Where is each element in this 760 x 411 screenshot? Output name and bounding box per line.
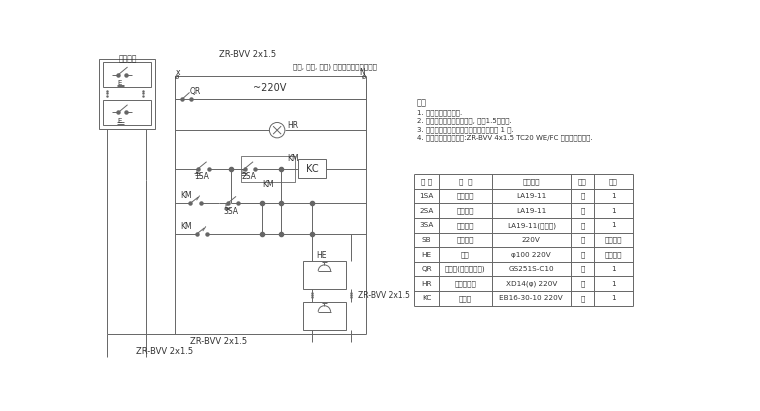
Text: 启动按钮: 启动按钮	[457, 207, 474, 214]
Text: LA19-11: LA19-11	[516, 208, 546, 214]
Text: 2. 控制箱要在水泵控制箱旁, 距离1.5米判距.: 2. 控制箱要在水泵控制箱旁, 距离1.5米判距.	[416, 118, 511, 124]
Text: E: E	[118, 118, 122, 124]
Text: 说明: 说明	[416, 99, 426, 108]
Text: GS251S-C10: GS251S-C10	[508, 266, 554, 272]
Bar	[103, 62, 150, 87]
Text: 接触器: 接触器	[459, 295, 472, 302]
Text: 同消火栓: 同消火栓	[605, 251, 622, 258]
Text: KM: KM	[181, 191, 192, 200]
Text: QR: QR	[189, 87, 201, 96]
Text: 个: 个	[581, 222, 584, 229]
Text: 3SA: 3SA	[224, 206, 239, 215]
Text: φ100 220V: φ100 220V	[511, 252, 551, 258]
Text: E: E	[118, 80, 122, 86]
Text: 被控按钮: 被控按钮	[457, 237, 474, 243]
Text: 个: 个	[581, 237, 584, 243]
Text: 个: 个	[581, 280, 584, 287]
Text: LA19-11(带锁键): LA19-11(带锁键)	[507, 222, 556, 229]
Text: KM: KM	[262, 180, 274, 189]
Text: 等门, 前流, 橘箱) 信号灯及橘箱门上安装: 等门, 前流, 橘箱) 信号灯及橘箱门上安装	[293, 63, 377, 69]
Text: HR: HR	[422, 281, 432, 287]
Text: 符 号: 符 号	[421, 178, 432, 185]
Text: ZR-BVV 2x1.5: ZR-BVV 2x1.5	[359, 291, 410, 300]
Text: 2SA: 2SA	[420, 208, 434, 214]
Text: N: N	[359, 68, 365, 77]
Text: x: x	[176, 68, 180, 77]
Text: E: E	[241, 169, 245, 174]
Text: 断路器(带漏电保护): 断路器(带漏电保护)	[445, 266, 486, 272]
Bar	[298, 159, 326, 178]
Text: HR: HR	[287, 121, 299, 130]
Text: ø: ø	[175, 73, 179, 79]
Text: ZR-BVV 2x1.5: ZR-BVV 2x1.5	[191, 337, 248, 346]
Text: 个: 个	[581, 251, 584, 258]
Text: SB: SB	[422, 237, 432, 243]
Bar	[302, 261, 346, 289]
Text: 1. 增加火灾报警装备.: 1. 增加火灾报警装备.	[416, 109, 462, 116]
Bar	[302, 302, 346, 330]
Text: KM: KM	[287, 154, 299, 163]
Text: E: E	[225, 204, 229, 209]
Text: 停止按钮: 停止按钮	[457, 193, 474, 199]
Text: 1SA: 1SA	[195, 172, 210, 181]
Text: 电源指示灯: 电源指示灯	[454, 280, 477, 287]
Text: E: E	[195, 169, 199, 174]
Text: HE: HE	[316, 251, 327, 260]
Text: ø: ø	[362, 73, 366, 79]
Text: 被控装置: 被控装置	[119, 55, 137, 64]
Text: 型号规格: 型号规格	[523, 178, 540, 185]
Text: 2SA: 2SA	[241, 172, 256, 181]
Text: 1: 1	[611, 193, 616, 199]
Text: 消音按钮: 消音按钮	[457, 222, 474, 229]
Text: 3SA: 3SA	[420, 222, 434, 228]
Text: XD14(φ) 220V: XD14(φ) 220V	[505, 281, 557, 287]
Bar	[103, 100, 150, 125]
Text: 3. 水泵房组及警铃合着每个消火栓均各组 1 个.: 3. 水泵房组及警铃合着每个消火栓均各组 1 个.	[416, 126, 513, 133]
Text: HE: HE	[422, 252, 432, 258]
Text: 个: 个	[581, 207, 584, 214]
Text: ZR-BVV 2x1.5: ZR-BVV 2x1.5	[136, 347, 193, 356]
Text: ~220V: ~220V	[252, 83, 286, 93]
Text: KC: KC	[422, 296, 432, 301]
Bar	[241, 156, 295, 182]
Text: 名  称: 名 称	[459, 178, 472, 185]
Text: 个: 个	[581, 193, 584, 199]
Text: 1: 1	[611, 296, 616, 301]
Text: 个: 个	[581, 295, 584, 302]
Text: 1: 1	[611, 266, 616, 272]
Text: QR: QR	[421, 266, 432, 272]
Text: 数量: 数量	[609, 178, 618, 185]
Text: 警铃: 警铃	[461, 251, 470, 258]
Text: 1: 1	[611, 281, 616, 287]
Text: 220V: 220V	[522, 237, 541, 243]
Text: 1: 1	[611, 222, 616, 228]
Text: 1SA: 1SA	[420, 193, 434, 199]
Text: LA19-11: LA19-11	[516, 193, 546, 199]
Text: 同消火栓: 同消火栓	[605, 237, 622, 243]
Text: 1: 1	[611, 208, 616, 214]
Text: 个: 个	[581, 266, 584, 272]
Bar	[99, 58, 155, 129]
Text: EB16-30-10 220V: EB16-30-10 220V	[499, 296, 563, 301]
Text: 单位: 单位	[578, 178, 587, 185]
Text: KM: KM	[181, 222, 192, 231]
Text: 4. 管线及桌皮膜组织缆:ZR-BVV 4x1.5 TC20 WE/FC 暗端防火管敷设.: 4. 管线及桌皮膜组织缆:ZR-BVV 4x1.5 TC20 WE/FC 暗端防…	[416, 134, 592, 141]
Text: KC: KC	[306, 164, 318, 174]
Text: ZR-BVV 2x1.5: ZR-BVV 2x1.5	[219, 50, 276, 59]
